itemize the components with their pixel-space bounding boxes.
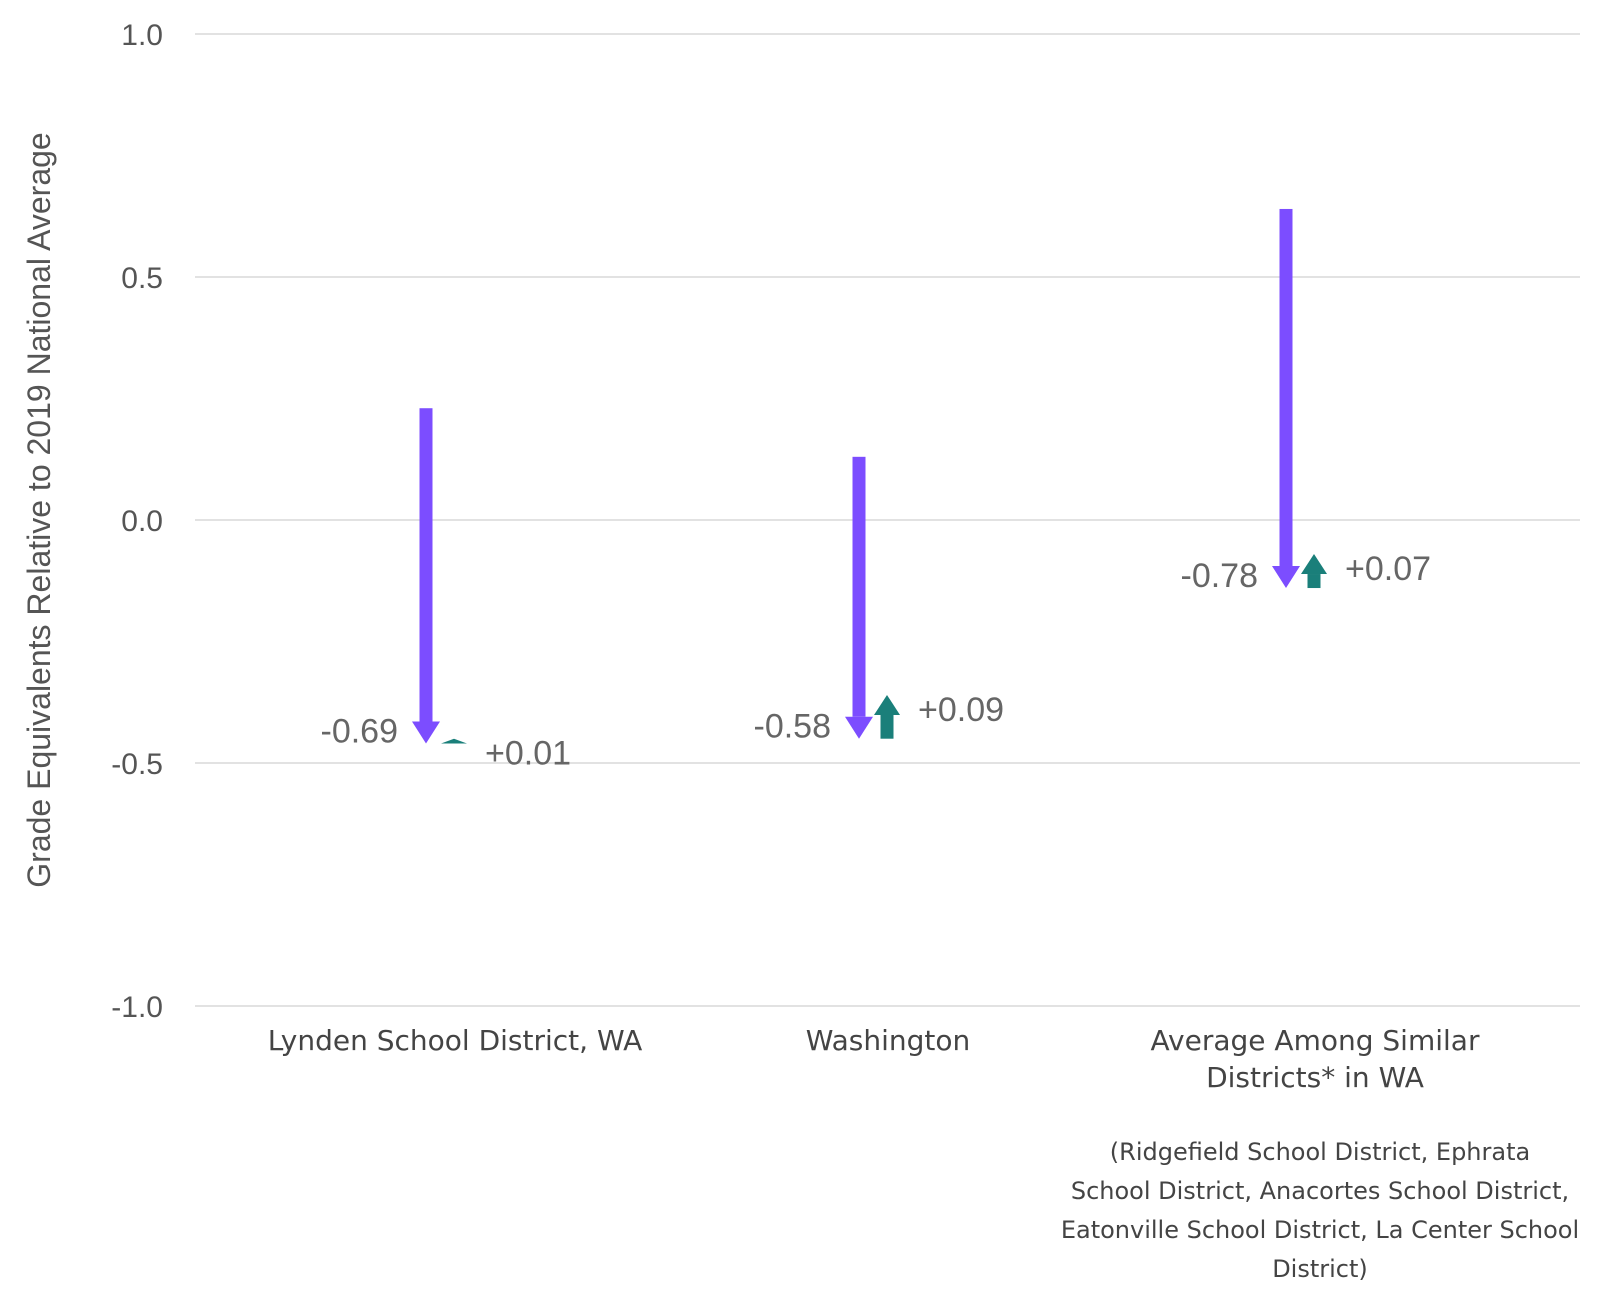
recovery-arrow-shaft bbox=[1307, 574, 1321, 589]
decline-value-label: -0.78 bbox=[1181, 557, 1259, 595]
y-tick-labels: 1.0 0.5 0.0 -0.5 -1.0 bbox=[111, 19, 163, 1024]
recovery-value-label: +0.07 bbox=[1345, 550, 1431, 588]
decline-value-label: -0.69 bbox=[321, 713, 399, 751]
decline-arrow-head bbox=[1272, 566, 1300, 589]
category-label: Washington bbox=[806, 1024, 971, 1057]
recovery-arrow-head bbox=[874, 694, 900, 715]
recovery-value-label: +0.01 bbox=[485, 735, 571, 773]
decline-value-label: -0.58 bbox=[754, 708, 832, 746]
decline-arrow-shaft bbox=[419, 408, 433, 722]
recovery-value-label: +0.09 bbox=[918, 691, 1004, 729]
decline-arrow-head bbox=[412, 721, 440, 744]
recovery-arrow-shaft bbox=[880, 714, 894, 739]
category-group: -0.78 +0.07 bbox=[1181, 208, 1431, 595]
category-label: Average Among Similar Districts* in WA bbox=[1151, 1024, 1480, 1094]
category-group: -0.58 +0.09 bbox=[754, 456, 1004, 746]
gridlines bbox=[195, 33, 1580, 1007]
y-axis-title: Grade Equivalents Relative to 2019 Natio… bbox=[21, 132, 57, 887]
recovery-arrow-head bbox=[441, 738, 467, 744]
y-tick-label: 1.0 bbox=[121, 19, 163, 52]
y-tick-label: 0.0 bbox=[121, 505, 163, 538]
y-tick-label: 0.5 bbox=[121, 262, 163, 295]
category-note: (Ridgefield School District, Ephrata Scho… bbox=[1061, 1138, 1579, 1283]
y-tick-label: -1.0 bbox=[111, 991, 163, 1024]
decline-arrow-shaft bbox=[1279, 208, 1293, 567]
category-labels: Lynden School District, WA Washington Aver… bbox=[268, 1024, 1579, 1283]
category-label: Lynden School District, WA bbox=[268, 1024, 643, 1057]
category-group: -0.69 +0.01 bbox=[321, 408, 571, 773]
decline-arrow-shaft bbox=[852, 456, 866, 717]
arrow-marks: -0.69 +0.01 -0.58 +0.09 -0.78 +0.07 bbox=[321, 208, 1431, 773]
recovery-arrow-head bbox=[1301, 554, 1327, 575]
y-tick-label: -0.5 bbox=[111, 748, 163, 781]
decline-arrow-head bbox=[845, 716, 873, 739]
